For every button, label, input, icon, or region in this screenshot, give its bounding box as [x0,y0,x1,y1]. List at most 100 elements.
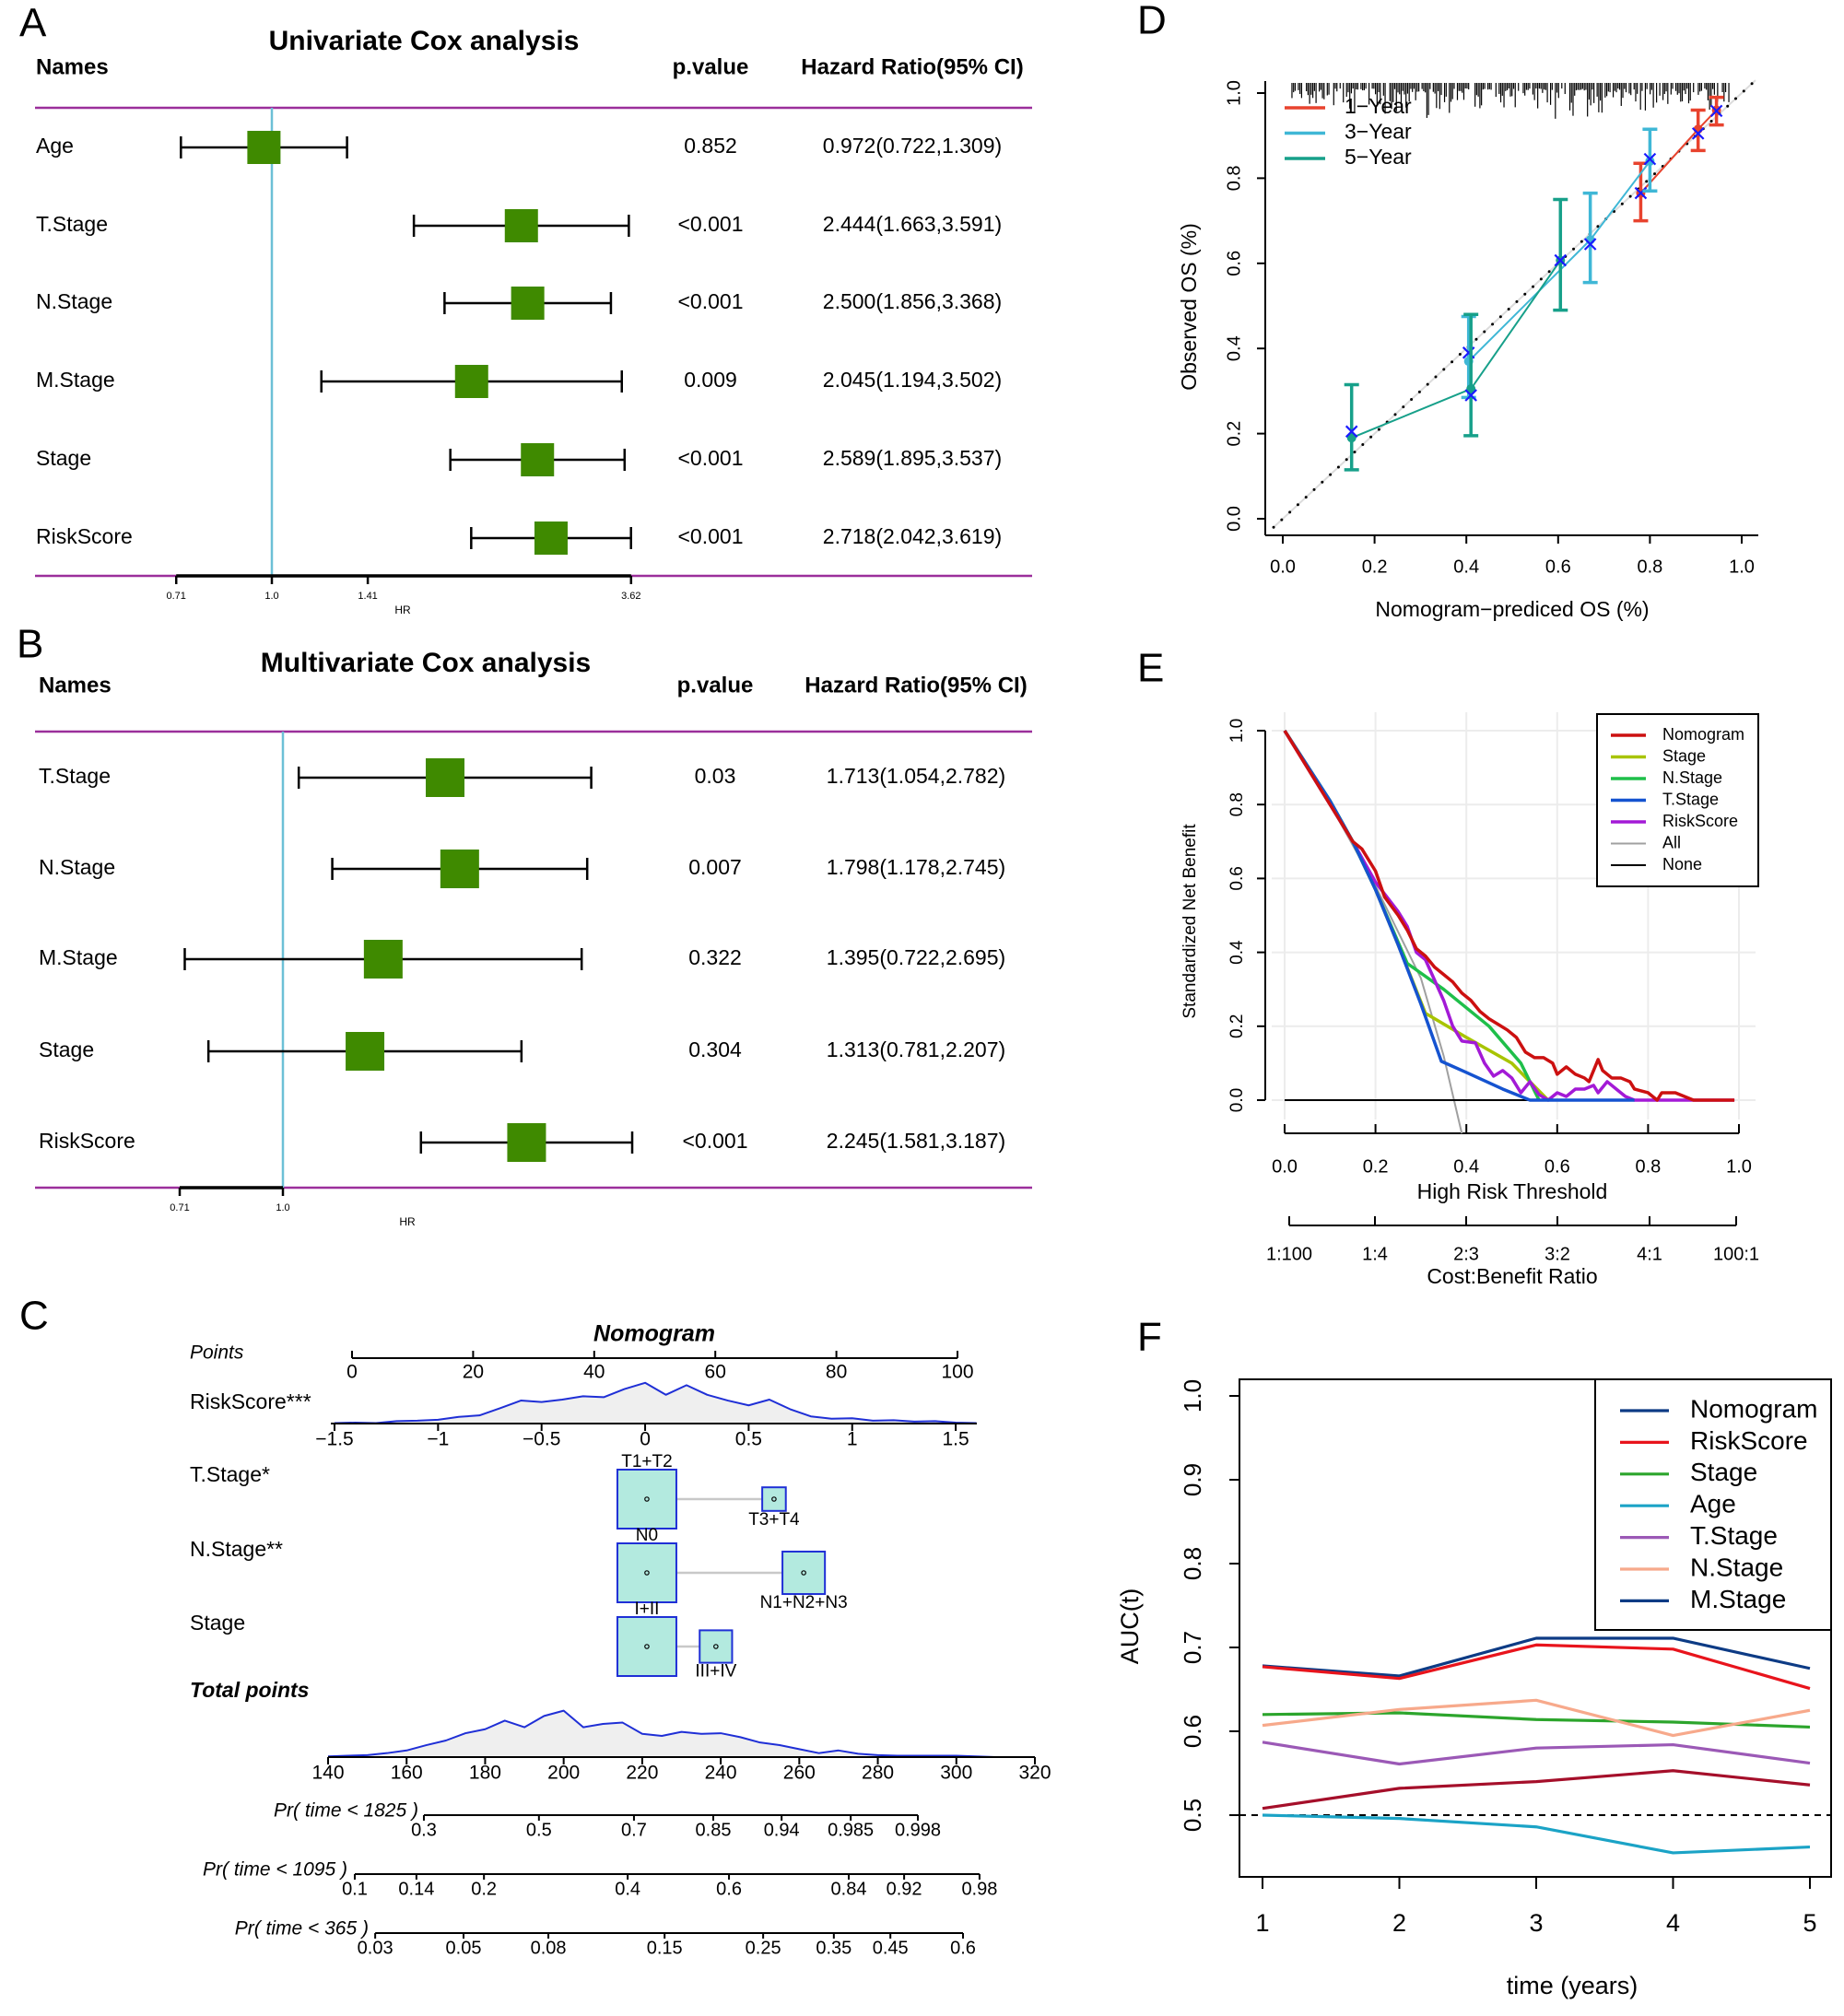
total-points-density-line [327,1709,1035,1758]
x-tick-label: 1 [1255,1909,1269,1937]
level-box [761,1486,787,1512]
points-tick-label: 100 [941,1362,973,1383]
row-name: M.Stage [36,368,115,392]
predicted-marker-x [1554,253,1568,267]
row-pvalue: <0.001 [678,212,744,236]
probability-tick-label: 0.7 [621,1820,647,1840]
probability-tick-label: 0.08 [531,1938,567,1958]
hr-box [534,522,568,555]
total-points-tick-label: 280 [862,1763,894,1784]
legend-label: N.Stage [1662,768,1722,787]
predicted-marker-x [1709,104,1723,118]
hr-box [454,365,488,398]
auc-line [1262,1813,1811,1855]
header-hazard-ratio: Hazard Ratio(95% CI) [805,673,1027,697]
predicted-marker-x [1643,152,1657,166]
level-label: T3+T4 [748,1510,800,1530]
auc-line [1262,1698,1811,1738]
y-axis-label: Standardized Net Benefit [1180,824,1200,1019]
x-axis-label: Nomogram−prediced OS (%) [1375,597,1649,621]
legend-label: Nomogram [1690,1394,1817,1423]
probability-tick-label: 0.15 [647,1938,683,1958]
row-pvalue: 0.322 [688,945,742,969]
x-axis-label: time (years) [1507,1972,1638,1999]
predicted-marker-x [1345,425,1358,439]
panel-label-e: E [1137,646,1164,691]
header-hazard-ratio: Hazard Ratio(95% CI) [801,54,1023,79]
forest-title: Multivariate Cox analysis [261,648,591,678]
probability-tick-label: 0.1 [342,1879,368,1899]
total-points-label: Total points [190,1678,309,1702]
forest-title: Univariate Cox analysis [269,26,580,56]
legend-label: T.Stage [1662,790,1719,808]
y-tick-label: 0.0 [1227,1088,1247,1112]
probability-tick-label: 0.05 [446,1938,482,1958]
probability-tick-label: 0.92 [887,1879,922,1899]
riskscore-tick-label: 1 [847,1429,858,1450]
x-tick-label: 0.6 [1544,1156,1570,1177]
y-tick-label: 0.2 [1224,421,1244,447]
probability-axis-label: Pr( time < 365 ) [235,1918,369,1940]
categorical-label: T.Stage* [190,1462,270,1486]
header-names: Names [36,54,109,79]
row-hazard-ratio: 2.245(1.581,3.187) [827,1129,1005,1153]
x-tick-label: 0.4 [1453,557,1479,577]
y-tick-label: 1.0 [1179,1379,1206,1412]
y-tick-label: 0.7 [1179,1631,1206,1664]
hr-tick-label: 1.41 [358,591,377,602]
row-pvalue: <0.001 [678,289,744,313]
total-points-tick-label: 180 [469,1763,501,1784]
legend-label: Stage [1662,746,1706,765]
cost-benefit-tick-label: 1:100 [1266,1244,1312,1264]
legend-label: 3−Year [1345,120,1412,144]
x-tick-label: 2 [1392,1909,1406,1937]
y-tick-label: 0.6 [1224,251,1244,276]
row-hazard-ratio: 1.798(1.178,2.745) [827,855,1005,879]
total-points-tick-label: 160 [391,1763,423,1784]
row-hazard-ratio: 2.500(1.856,3.368) [823,289,1002,313]
probability-tick-label: 0.94 [764,1820,800,1840]
row-name: T.Stage [36,212,108,236]
x-axis-label: High Risk Threshold [1417,1179,1608,1203]
cost-benefit-axis-label: Cost:Benefit Ratio [1427,1264,1597,1288]
row-hazard-ratio: 2.589(1.895,3.537) [823,446,1002,470]
row-hazard-ratio: 1.313(0.781,2.207) [827,1037,1005,1061]
legend-label: None [1662,855,1702,873]
hr-tick-label: 1.0 [276,1202,289,1213]
row-hazard-ratio: 2.718(2.042,3.619) [823,524,1002,548]
probability-tick-label: 0.98 [961,1879,997,1899]
hr-box [426,758,465,797]
observed-point [1466,384,1476,394]
cost-benefit-tick-label: 4:1 [1637,1244,1662,1264]
net-benefit-curve [1283,730,1541,1101]
panel-label-d: D [1137,0,1167,43]
legend-label: RiskScore [1662,812,1738,830]
row-name: T.Stage [39,764,111,788]
hr-box [363,940,403,979]
level-point [644,1570,650,1576]
riskscore-tick-label: 0.5 [735,1429,762,1450]
categorical-label: Stage [190,1611,245,1635]
probability-tick-label: 0.2 [471,1879,497,1899]
probability-tick-label: 0.03 [358,1938,393,1958]
predicted-marker-x [1464,389,1477,402]
probability-tick-label: 0.5 [526,1820,552,1840]
row-name: N.Stage [39,855,115,879]
probability-tick-label: 0.45 [873,1938,909,1958]
hr-box [346,1032,385,1071]
row-pvalue: 0.009 [684,368,737,392]
y-tick-label: 0.8 [1179,1547,1206,1580]
hr-box [507,1123,546,1162]
x-tick-label: 0.8 [1637,557,1662,577]
x-tick-label: 0.4 [1453,1156,1479,1177]
row-hazard-ratio: 1.395(0.722,2.695) [827,945,1005,969]
legend-label: N.Stage [1690,1553,1783,1581]
probability-tick-label: 0.6 [950,1938,976,1958]
level-label: III+IV [695,1662,736,1682]
net-benefit-curve [1283,730,1635,1102]
level-box [616,1542,677,1603]
cost-benefit-tick-label: 2:3 [1453,1244,1479,1264]
cost-benefit-tick-label: 1:4 [1362,1244,1388,1264]
panel-label-b: B [17,622,43,667]
legend-label: Age [1690,1490,1736,1518]
